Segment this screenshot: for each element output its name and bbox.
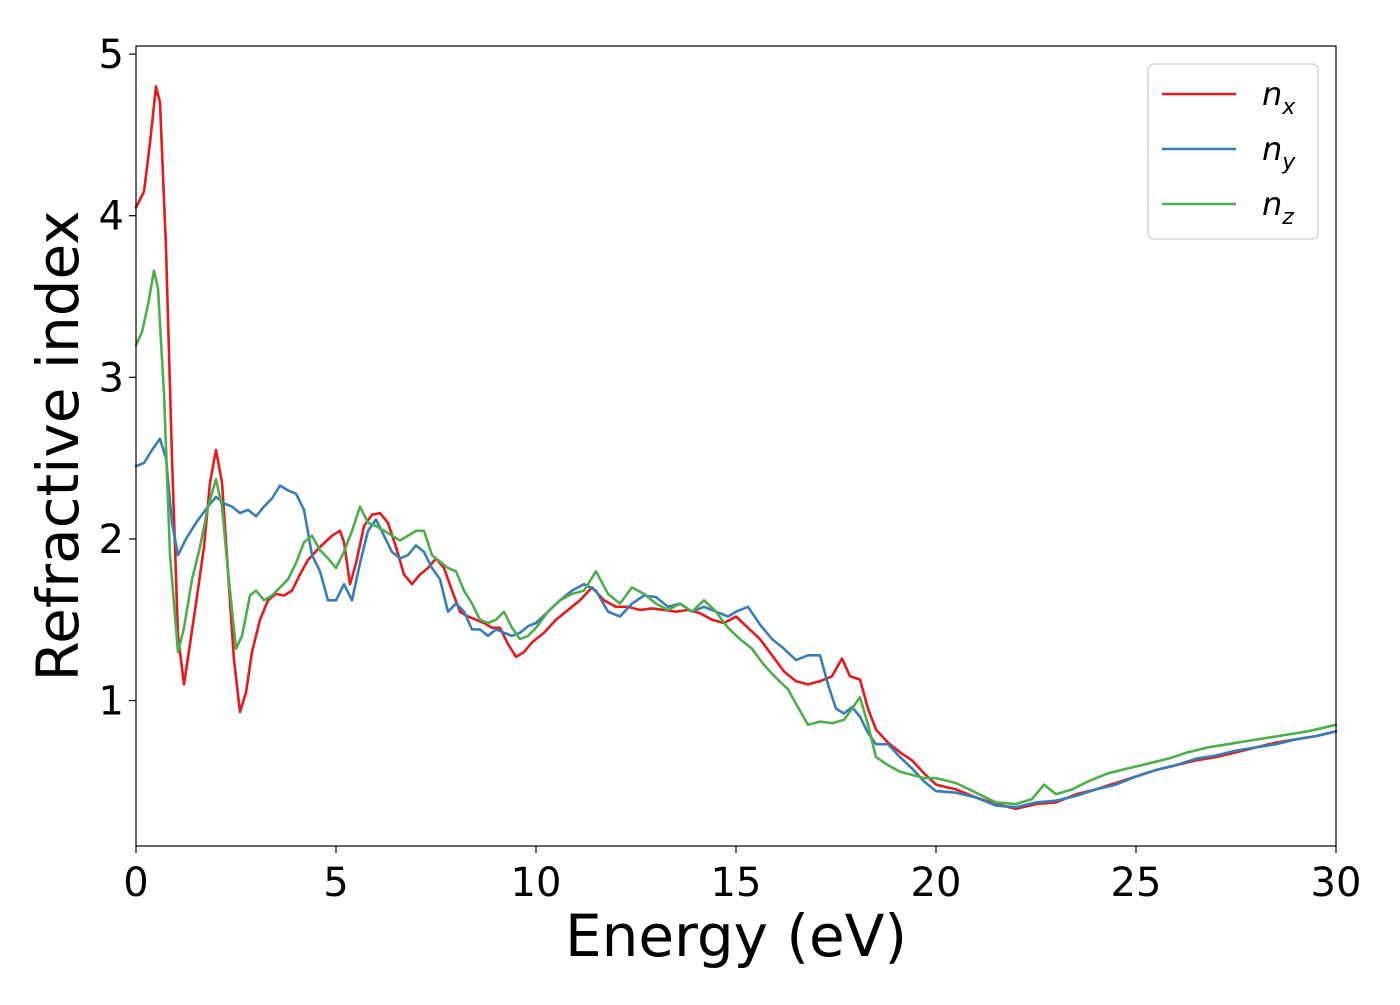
- x-tick-label: 15: [711, 860, 762, 906]
- x-tick-label: 25: [1111, 860, 1162, 906]
- y-tick-label: 3: [99, 355, 124, 401]
- legend-label-base: n: [1262, 185, 1282, 223]
- y-tick-label: 1: [99, 679, 124, 725]
- x-axis-ticks: 0 5 10 15 20 25 30: [123, 846, 1361, 906]
- legend-label-base: n: [1262, 130, 1282, 168]
- legend-frame: [1147, 63, 1319, 240]
- legend-label-ny: ny: [1262, 130, 1296, 175]
- x-tick-label: 5: [323, 860, 348, 906]
- y-tick-label: 2: [99, 517, 124, 563]
- y-tick-label: 4: [99, 194, 124, 240]
- legend-label-subscript: y: [1281, 150, 1296, 175]
- x-tick-label: 30: [1311, 860, 1362, 906]
- series-line-ny: [134, 437, 1338, 809]
- x-tick-label: 10: [511, 860, 562, 906]
- series-layer: [134, 85, 1338, 811]
- legend-label-subscript: x: [1281, 95, 1296, 120]
- y-axis-title: Refractive index: [24, 210, 92, 681]
- x-axis-title: Energy (eV): [565, 902, 907, 970]
- series-line-nz: [134, 269, 1338, 806]
- legend-label-nz: nz: [1262, 185, 1294, 230]
- legend-label-nx: nx: [1262, 75, 1296, 120]
- x-tick-label: 20: [911, 860, 962, 906]
- legend-label-base: n: [1262, 75, 1282, 113]
- legend-label-subscript: z: [1281, 205, 1294, 230]
- x-tick-label: 0: [123, 860, 148, 906]
- y-tick-label: 5: [99, 32, 124, 78]
- y-axis-ticks: 1 2 3 4 5: [99, 32, 136, 725]
